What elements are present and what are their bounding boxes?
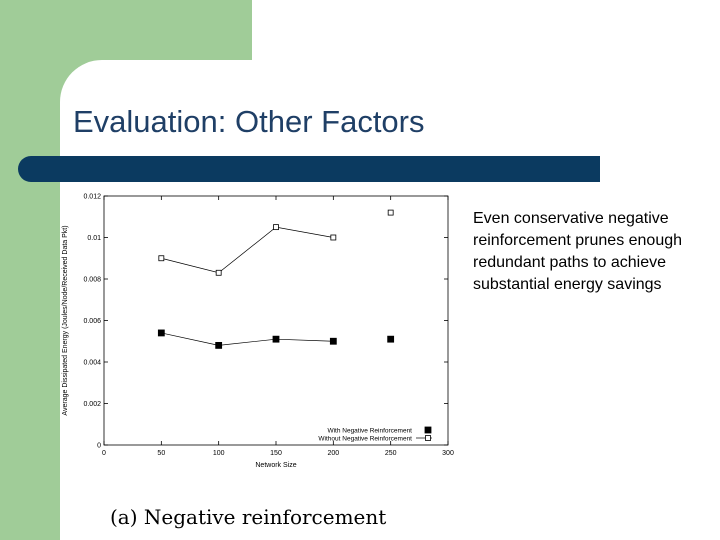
legend-marker <box>425 435 431 441</box>
y-tick-label: 0.004 <box>83 360 101 367</box>
data-point-series-2 <box>158 255 165 262</box>
legend-label: Without Negative Reinforcement <box>318 436 412 443</box>
x-tick-label: 250 <box>385 450 397 457</box>
data-point-series-2 <box>387 209 394 216</box>
x-tick-label: 100 <box>213 450 225 457</box>
slide-body-text: Even conservative negative reinforcement… <box>473 210 683 293</box>
plot-frame <box>103 195 449 446</box>
figure-caption: (a) Negative reinforcement <box>110 505 387 529</box>
y-tick-label: 0.008 <box>83 277 101 284</box>
y-tick-label: 0.006 <box>83 318 101 325</box>
content-panel <box>60 60 720 540</box>
data-point-series-2 <box>330 234 337 241</box>
legend-label: With Negative Reinforcement <box>327 428 412 435</box>
legend-marker <box>424 426 432 434</box>
y-tick-label: 0.01 <box>87 235 101 242</box>
x-tick-label: 300 <box>442 450 454 457</box>
x-tick-label: 50 <box>157 450 165 457</box>
x-axis-label: Network Size <box>255 462 296 469</box>
y-tick-label: 0.012 <box>83 194 101 201</box>
data-point-series-1 <box>329 337 337 345</box>
title-underline-bar <box>18 156 600 182</box>
y-axis-label: Average Dissipated Energy (Joules/Node/R… <box>62 225 69 415</box>
data-point-series-1 <box>387 335 395 343</box>
data-point-series-1 <box>157 329 165 337</box>
data-point-series-2 <box>273 224 279 231</box>
series-line-2 <box>161 226 334 274</box>
x-tick-label: 0 <box>102 450 106 457</box>
y-tick-label: 0.002 <box>83 401 101 408</box>
energy-chart: 0 50 100 150 200 250 300 0 0.002 0.004 0.006 0.008 0… <box>62 194 454 470</box>
slide-title: Evaluation: Other Factors <box>73 104 425 139</box>
x-tick-label: 150 <box>270 450 282 457</box>
data-point-series-1 <box>215 341 223 349</box>
y-tick-label: 0 <box>97 443 101 450</box>
series-line-1 <box>161 332 334 346</box>
data-point-series-1 <box>272 335 280 343</box>
data-point-series-2 <box>215 269 222 276</box>
x-tick-label: 200 <box>327 450 339 457</box>
